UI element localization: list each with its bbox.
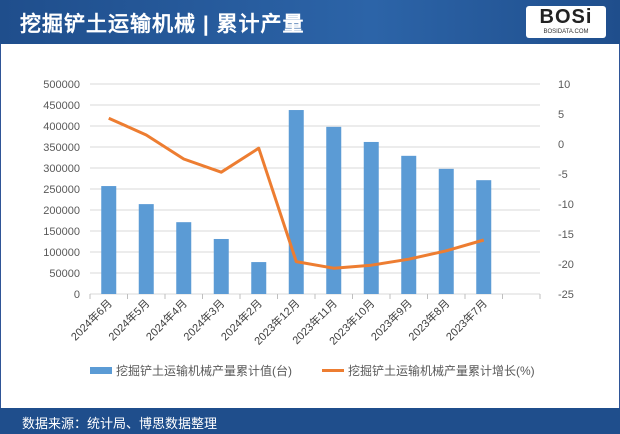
- legend-label-bar: 挖掘铲土运输机械产量累计值(台): [116, 364, 292, 378]
- bar: [326, 126, 342, 294]
- chart: 0 50000 100000 150000 200000 250000 300000 3500…: [43, 79, 574, 348]
- y-left-tick-label: 250000: [43, 184, 80, 196]
- y-right-tick-label: -15: [558, 229, 574, 241]
- y-right-tick-label: 10: [558, 79, 570, 91]
- y-right-tick-label: 0: [558, 139, 564, 151]
- legend-item-line: 挖掘铲土运输机械产量累计增长(%): [322, 362, 535, 379]
- legend: 挖掘铲土运输机械产量累计值(台) 挖掘铲土运输机械产量累计增长(%): [90, 362, 535, 379]
- y-left-tick-label: 200000: [43, 205, 80, 217]
- y-left-tick-label: 0: [74, 289, 80, 301]
- bar: [438, 168, 454, 294]
- y-left-tick-label: 500000: [43, 79, 80, 91]
- logo: BOSi BOSIDATA.COM: [526, 6, 606, 38]
- y-left-tick-label: 100000: [43, 247, 80, 259]
- y-left-tick-label: 400000: [43, 121, 80, 133]
- y-left-tick-label: 450000: [43, 100, 80, 112]
- bar: [363, 141, 379, 294]
- y-right-tick-label: -10: [558, 199, 574, 211]
- source-note: 数据来源：统计局、博思数据整理: [22, 416, 218, 431]
- y-right-tick-label: 5: [558, 109, 564, 121]
- y-left-tick-label: 300000: [43, 163, 80, 175]
- header: 挖掘铲土运输机械 | 累计产量 BOSi BOSIDATA.COM: [0, 0, 620, 44]
- y-left-tick-label: 350000: [43, 142, 80, 154]
- legend-swatch-line: [322, 369, 344, 372]
- y-right-tick-label: -20: [558, 259, 574, 271]
- legend-swatch-bar: [90, 367, 112, 374]
- bar: [476, 180, 492, 294]
- x-tick-label: 2023年7月: [443, 296, 490, 343]
- y-right-tick-label: -25: [558, 289, 574, 301]
- bar: [401, 155, 417, 294]
- page-title: 挖掘铲土运输机械 | 累计产量: [20, 13, 305, 36]
- bar: [101, 186, 117, 294]
- bar: [251, 262, 267, 294]
- y-right-tick-label: -5: [558, 169, 568, 181]
- legend-label-line: 挖掘铲土运输机械产量累计增长(%): [348, 364, 535, 378]
- y-left-tick-label: 50000: [49, 268, 80, 280]
- footer: 数据来源：统计局、博思数据整理: [0, 408, 620, 434]
- y-left-tick-label: 150000: [43, 226, 80, 238]
- bar: [288, 110, 304, 294]
- legend-item-bar: 挖掘铲土运输机械产量累计值(台): [90, 362, 292, 379]
- bar: [138, 204, 154, 294]
- bar: [176, 222, 192, 294]
- bar: [213, 238, 229, 294]
